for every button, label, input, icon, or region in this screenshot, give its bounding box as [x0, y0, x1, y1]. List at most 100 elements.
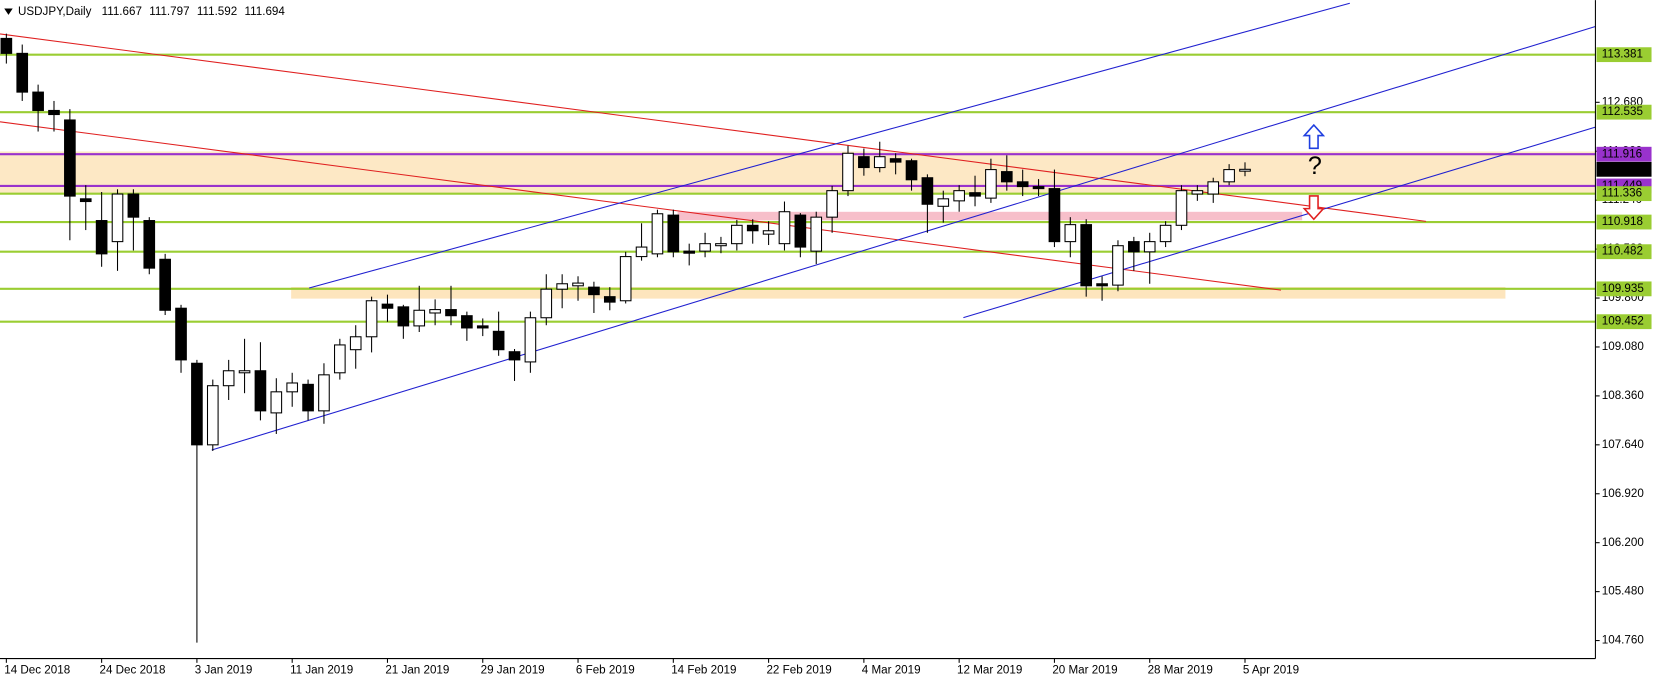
candle-body — [79, 198, 92, 203]
candle-body — [492, 330, 505, 351]
candle-body — [334, 344, 346, 374]
candle-body — [905, 160, 918, 181]
candle-body — [715, 243, 727, 247]
trend-line — [308, 2, 1350, 289]
candle-body — [683, 250, 696, 254]
candle-body — [524, 317, 537, 363]
candle-body — [810, 216, 823, 252]
candle-body — [365, 300, 378, 338]
open-price: 111.667 — [102, 5, 142, 18]
candle-body — [175, 307, 187, 361]
candle-body — [1207, 181, 1220, 195]
candle-body — [127, 193, 140, 218]
candle-body — [222, 370, 235, 387]
x-tick-label: 14 Feb 2019 — [671, 663, 736, 676]
candle-body — [794, 214, 807, 248]
y-tick-label: 106.920 — [1602, 487, 1645, 500]
price-label: 111.694 — [1602, 162, 1643, 175]
y-tick-label: 107.640 — [1602, 438, 1645, 451]
y-tick-label: 104.760 — [1602, 634, 1645, 647]
price-tag — [1596, 161, 1652, 177]
candle-body — [873, 156, 886, 169]
candle-body — [397, 306, 410, 327]
candle-body — [699, 243, 711, 252]
level-tag — [1596, 104, 1652, 120]
x-tick-label: 28 Mar 2019 — [1148, 663, 1213, 676]
candles — [0, 33, 1251, 643]
candle-body — [1032, 186, 1045, 190]
candle-body — [588, 286, 600, 296]
candle-body — [0, 37, 13, 54]
level-tag — [1596, 47, 1652, 63]
level-tag — [1596, 186, 1652, 202]
level-label: 109.452 — [1602, 315, 1644, 328]
candle-body — [1016, 181, 1029, 188]
y-tick-label: 108.360 — [1602, 389, 1645, 402]
y-tick-label: 105.480 — [1602, 585, 1645, 598]
level-tag — [1596, 146, 1652, 162]
candle-body — [556, 283, 568, 290]
candle-body — [476, 325, 489, 329]
x-tick-label: 5 Apr 2019 — [1243, 663, 1299, 676]
close-price: 111.694 — [245, 5, 286, 18]
menu-icon — [4, 8, 13, 15]
level-tag — [1596, 244, 1652, 260]
zone — [677, 211, 1303, 221]
x-tick-label: 14 Dec 2018 — [4, 663, 70, 676]
symbol: USDJPY,Daily — [18, 5, 92, 18]
candle-body — [191, 362, 203, 446]
high-price: 111.797 — [149, 5, 189, 18]
candle-body — [143, 220, 156, 269]
level-label: 110.918 — [1602, 215, 1643, 228]
level-tag — [1596, 214, 1652, 230]
candle-body — [603, 296, 616, 303]
candle-body — [238, 370, 251, 374]
level-tag — [1596, 281, 1652, 297]
candle-body — [1048, 188, 1061, 243]
candle-body — [1223, 169, 1235, 183]
candle-body — [254, 370, 267, 412]
candle-body — [746, 224, 759, 232]
candle-body — [413, 309, 426, 327]
zone — [0, 151, 1596, 194]
candle-body — [461, 315, 473, 329]
candle-body — [667, 214, 680, 253]
x-tick-label: 12 Mar 2019 — [957, 663, 1022, 676]
candle-body — [635, 246, 648, 258]
y-tick-label: 109.080 — [1602, 340, 1645, 353]
candle-body — [1143, 241, 1156, 253]
candle-body — [1191, 190, 1204, 195]
candle-body — [64, 119, 76, 197]
candle-body — [826, 190, 838, 218]
candle-body — [270, 391, 283, 414]
candle-body — [651, 213, 664, 255]
level-label: 113.381 — [1602, 48, 1643, 61]
candle-body — [858, 156, 870, 169]
candle-body — [540, 288, 553, 319]
candle-body — [842, 152, 854, 192]
candle-body — [32, 91, 44, 111]
y-tick-label: 106.200 — [1602, 536, 1645, 549]
candle-body — [1064, 224, 1077, 243]
candle-body — [16, 52, 29, 93]
level-label: 109.935 — [1602, 282, 1644, 295]
candle-body — [318, 374, 330, 412]
candle-body — [921, 177, 934, 205]
x-tick-label: 24 Dec 2018 — [100, 663, 166, 676]
trend-line — [211, 26, 1596, 451]
up-arrow — [1302, 123, 1326, 150]
trend-line — [0, 121, 1282, 291]
level-label: 111.336 — [1602, 187, 1642, 200]
candle-body — [1159, 224, 1172, 243]
candle-body — [969, 192, 981, 197]
trend-line — [0, 33, 1427, 222]
axes: 104.760 105.480 106.200 106.920 107.640 108.3… — [4, 47, 1652, 676]
level-label: 111.916 — [1602, 147, 1642, 160]
candle-body — [1080, 224, 1093, 287]
x-tick-label: 6 Feb 2019 — [576, 663, 635, 676]
candle-body — [286, 382, 299, 393]
x-tick-label: 4 Mar 2019 — [862, 663, 921, 676]
candle-body — [48, 109, 60, 116]
